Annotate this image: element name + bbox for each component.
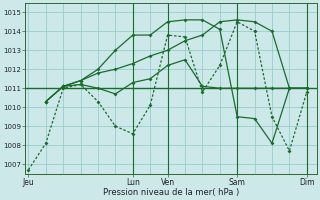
X-axis label: Pression niveau de la mer( hPa ): Pression niveau de la mer( hPa ) bbox=[103, 188, 239, 197]
